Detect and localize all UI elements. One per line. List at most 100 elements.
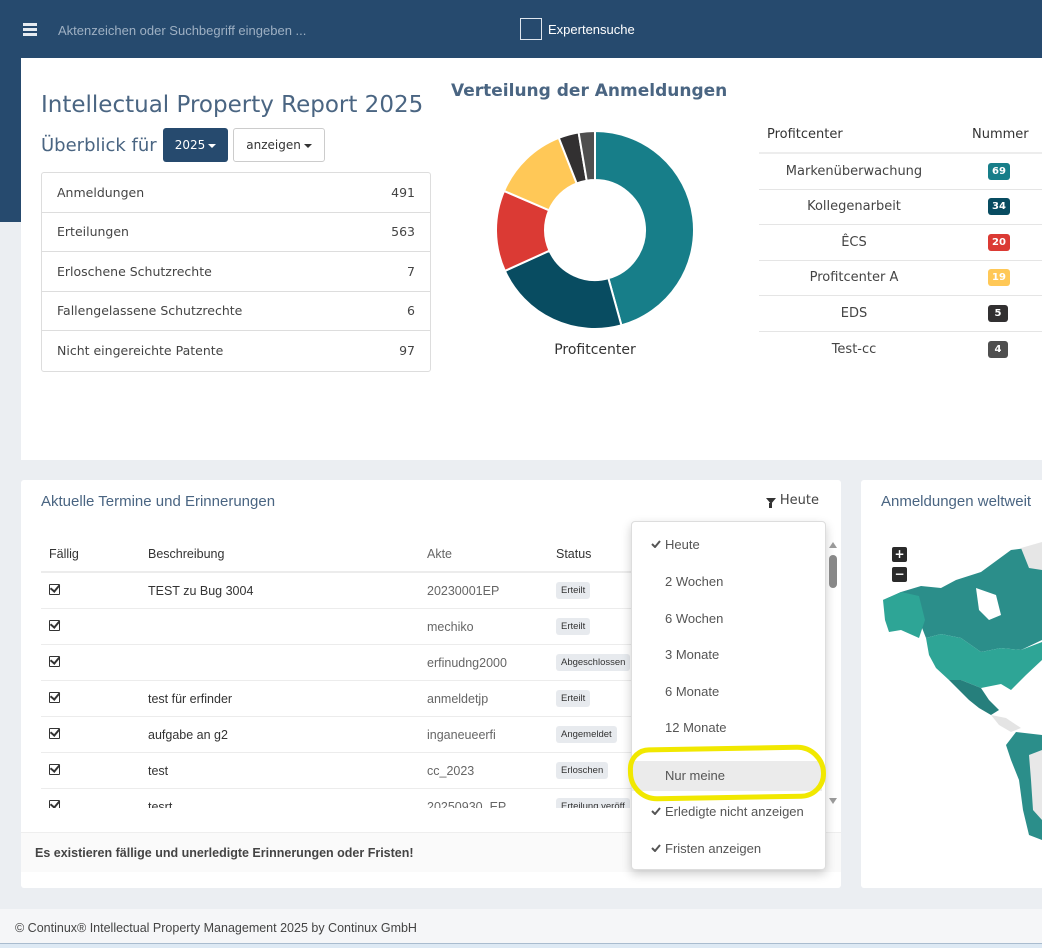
show-dropdown-button[interactable]: anzeigen	[233, 128, 325, 162]
row-file[interactable]: cc_2023	[427, 763, 475, 778]
stats-item[interactable]: Erteilungen 563	[42, 213, 430, 252]
report-card: Intellectual Property Report 2025 Überbl…	[21, 58, 1042, 460]
column-header-profitcenter: Profitcenter	[767, 126, 843, 142]
filter-button[interactable]: Heute	[765, 493, 819, 508]
count-badge: 20	[988, 233, 1010, 251]
checkbox-checked-icon[interactable]	[49, 691, 60, 703]
count-badge: 34	[988, 198, 1010, 216]
expert-search-label: Expertensuche	[548, 21, 635, 37]
overview-row: Überblick für 2025 anzeigen	[41, 128, 325, 162]
table-row[interactable]: test cc_2023 Erloschen	[41, 753, 651, 789]
row-file[interactable]: anmeldetjp	[427, 691, 489, 706]
zoom-out-button[interactable]: −	[892, 567, 907, 582]
table-row: Markenüberwachung 69	[759, 154, 1042, 190]
scroll-thumb[interactable]	[829, 555, 837, 588]
checkbox-checked-icon[interactable]	[49, 799, 60, 808]
donut-slice[interactable]	[594, 130, 695, 327]
stats-item[interactable]: Nicht eingereichte Patente 97	[42, 331, 430, 371]
table-row[interactable]: test für erfinder anmeldetjp Erteilt	[41, 681, 651, 717]
map-title: Anmeldungen weltweit	[881, 493, 1032, 510]
status-badge: Angemeldet	[556, 726, 617, 743]
column-header-description: Beschreibung	[148, 546, 225, 561]
dropdown-scrollbar[interactable]	[826, 538, 840, 808]
filter-option-6-monate[interactable]: 6 Monate	[632, 677, 827, 707]
profitcenter-table: Profitcenter Nummer Markenüberwachung 69 …	[759, 116, 1042, 367]
row-file[interactable]: inganeueerfi	[427, 727, 496, 742]
table-row[interactable]: mechiko Erteilt	[41, 609, 651, 645]
table-row: Profitcenter A 19	[759, 261, 1042, 296]
map-region-south-america-inner	[1029, 750, 1042, 820]
table-row[interactable]: aufgabe an g2 inganeueerfi Angemeldet	[41, 717, 651, 753]
reminders-table: Fällig Beschreibung Akte Status TEST zu …	[41, 536, 651, 808]
column-header-file: Akte	[427, 546, 453, 561]
row-file[interactable]: mechiko	[427, 619, 474, 634]
expert-search-toggle[interactable]: Expertensuche	[520, 18, 635, 40]
status-badge: Erteilung veröff	[556, 798, 630, 808]
donut-slice[interactable]	[577, 130, 596, 182]
checkbox-checked-icon[interactable]	[49, 655, 60, 667]
row-file[interactable]: 20230001EP	[427, 583, 500, 598]
checkbox-checked-icon[interactable]	[49, 619, 60, 631]
menu-icon[interactable]	[23, 23, 37, 36]
stats-item[interactable]: Anmeldungen 491	[42, 173, 430, 213]
stats-label: Nicht eingereichte Patente	[57, 343, 224, 359]
filter-option-heute[interactable]: Heute	[632, 530, 827, 560]
stats-label: Erteilungen	[57, 224, 129, 240]
table-row[interactable]: tesrt 20250930_EP Erteilung veröff	[41, 789, 651, 808]
count-badge: 69	[988, 162, 1010, 180]
overview-label: Überblick für	[41, 134, 157, 156]
reminders-title: Aktuelle Termine und Erinnerungen	[41, 493, 276, 510]
table-row[interactable]: TEST zu Bug 3004 20230001EP Erteilt	[41, 573, 651, 609]
table-row: Test-cc 4	[759, 332, 1042, 368]
stats-label: Fallengelassene Schutzrechte	[57, 303, 243, 319]
status-badge: Erloschen	[556, 762, 609, 779]
distribution-title: Verteilung der Anmeldungen	[451, 81, 728, 101]
filter-option-6-wochen[interactable]: 6 Wochen	[632, 604, 827, 634]
year-dropdown-button[interactable]: 2025	[162, 128, 229, 162]
row-description: TEST zu Bug 3004	[148, 583, 254, 598]
world-map[interactable]	[861, 540, 1042, 840]
table-row[interactable]: erfinudng2000 Abgeschlossen	[41, 645, 651, 681]
copyright-text: © Continux® Intellectual Property Manage…	[15, 921, 417, 935]
column-header-status: Status	[556, 546, 592, 561]
row-file[interactable]: erfinudng2000	[427, 655, 507, 670]
profitcenter-name: Test-cc	[831, 341, 877, 357]
count-badge: 5	[988, 304, 1008, 322]
filter-option-nur-meine[interactable]: Nur meine	[632, 761, 822, 791]
zoom-in-button[interactable]: +	[892, 547, 907, 562]
row-description: test	[148, 763, 169, 778]
expert-search-checkbox[interactable]	[520, 18, 542, 40]
filter-option-erledigte-nicht-anzeigen[interactable]: Erledigte nicht anzeigen	[632, 797, 827, 827]
stats-value: 97	[399, 343, 415, 359]
donut-caption: Profitcenter	[554, 342, 636, 358]
scroll-down-arrow-icon[interactable]	[829, 798, 837, 804]
filter-option-2-wochen[interactable]: 2 Wochen	[632, 567, 827, 597]
profitcenter-name: Markenüberwachung	[785, 163, 923, 179]
filter-option-3-monate[interactable]: 3 Monate	[632, 640, 827, 670]
stats-value: 563	[391, 224, 415, 240]
filter-option-fristen-anzeigen[interactable]: Fristen anzeigen	[632, 834, 827, 864]
search-input[interactable]	[58, 16, 478, 44]
checkmark-icon	[651, 807, 661, 815]
top-navbar: Expertensuche	[0, 0, 1042, 58]
scroll-up-arrow-icon[interactable]	[829, 542, 837, 548]
profitcenter-name: ÊCS	[841, 234, 867, 250]
column-header-due: Fällig	[49, 546, 79, 561]
checkbox-checked-icon[interactable]	[49, 727, 60, 739]
stats-value: 491	[391, 184, 415, 200]
filter-option-label: 12 Monate	[665, 720, 727, 735]
profitcenter-name: Profitcenter A	[809, 270, 899, 286]
row-file[interactable]: 20250930_EP	[427, 799, 507, 809]
checkbox-checked-icon[interactable]	[49, 763, 60, 775]
world-map-card: Anmeldungen weltweit + −	[861, 480, 1042, 888]
table-row: ÊCS 20	[759, 225, 1042, 261]
map-region-greenland	[1021, 542, 1042, 570]
stats-item[interactable]: Fallengelassene Schutzrechte 6	[42, 292, 430, 331]
filter-option-12-monate[interactable]: 12 Monate	[632, 713, 827, 743]
row-description: test für erfinder	[148, 691, 233, 706]
checkbox-checked-icon[interactable]	[49, 583, 60, 595]
show-button-label: anzeigen	[246, 138, 301, 152]
table-header: Profitcenter Nummer	[759, 116, 1042, 154]
stats-item[interactable]: Erloschene Schutzrechte 7	[42, 252, 430, 292]
filter-option-label: 6 Monate	[665, 684, 720, 699]
